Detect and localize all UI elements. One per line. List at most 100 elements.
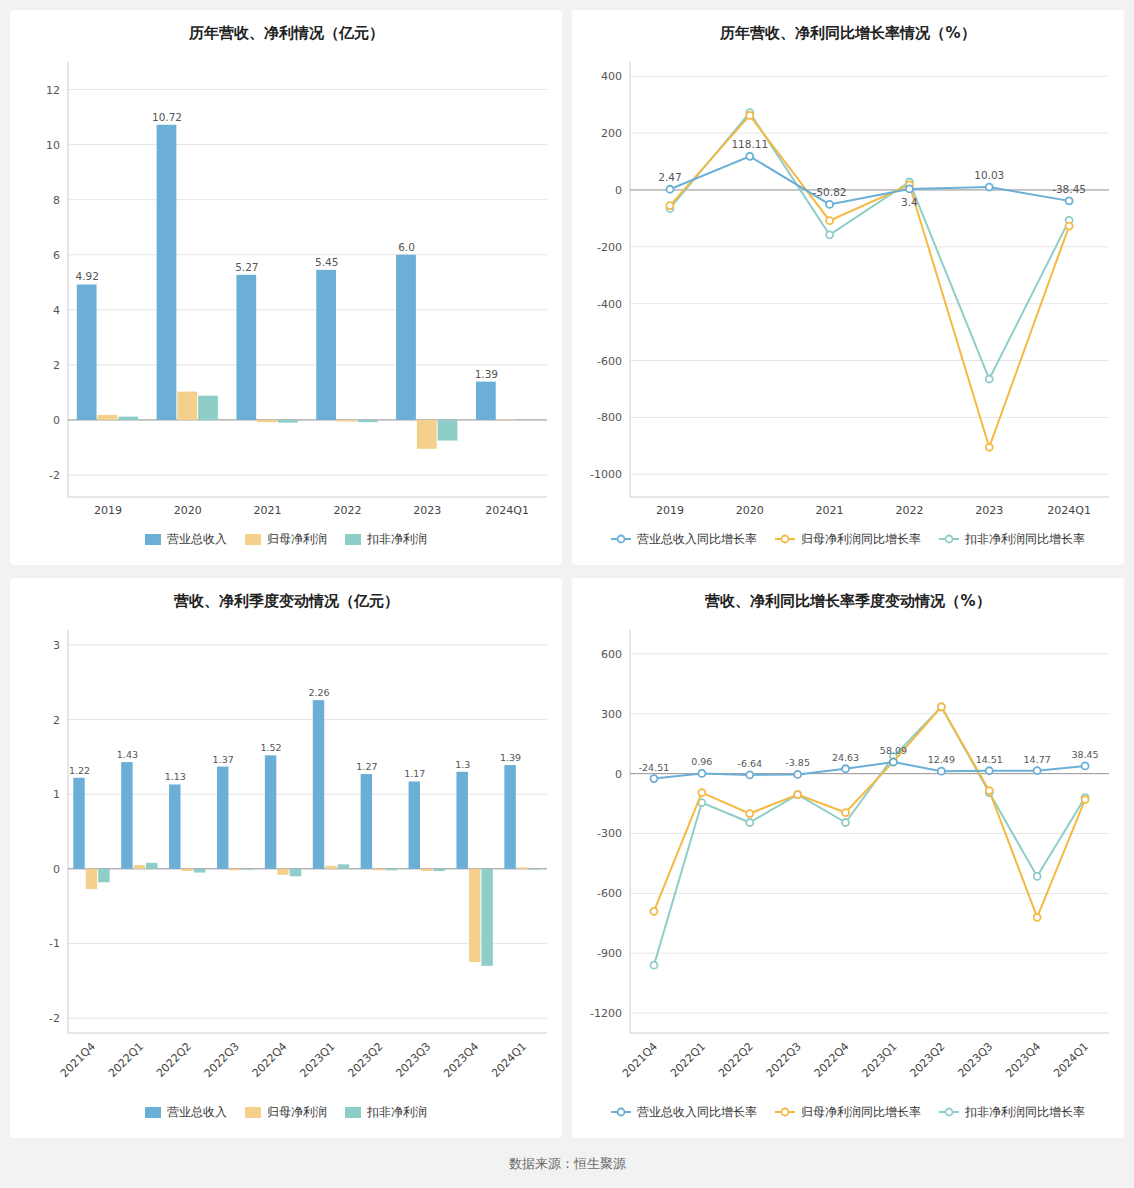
line — [654, 707, 1085, 965]
bar — [134, 865, 145, 869]
y-tick-label: 4 — [53, 304, 60, 317]
legend: 营业总收入同比增长率归母净利润同比增长率扣非净利润同比增长率 — [611, 532, 1085, 546]
x-axis-line — [68, 497, 547, 498]
marker — [826, 217, 833, 224]
marker — [698, 789, 705, 796]
marker — [794, 791, 801, 798]
bar — [98, 869, 109, 882]
marker — [746, 810, 753, 817]
grid-line — [68, 419, 547, 420]
legend-swatch-marker — [782, 536, 789, 543]
grid-line — [68, 474, 547, 475]
bar — [182, 869, 193, 871]
x-tick-label: 2023Q1 — [298, 1040, 338, 1080]
x-tick-label: 2022Q1 — [668, 1040, 708, 1080]
title: 历年营收、净利同比增长率情况（%） — [719, 24, 975, 42]
line — [654, 762, 1085, 778]
x-axis-line — [68, 1033, 547, 1034]
bar — [290, 869, 301, 876]
x-tick-label: 2022Q2 — [716, 1040, 756, 1080]
marker — [650, 908, 657, 915]
data-label: -3.85 — [785, 757, 810, 768]
grid-line — [630, 189, 1109, 190]
legend-label: 归母净利润 — [267, 1105, 327, 1119]
bar — [277, 869, 288, 875]
data-labels: 4.9210.725.275.456.01.39 — [75, 111, 498, 380]
x-tick-label: 2023Q2 — [907, 1040, 947, 1080]
legend-label: 营业总收入 — [167, 532, 227, 546]
grid-line — [68, 1018, 547, 1019]
bar — [504, 765, 515, 869]
marker — [650, 775, 657, 782]
legend-item: 归母净利润 — [245, 532, 327, 546]
x-tick-label: 2024Q1 — [1051, 1040, 1091, 1080]
x-tick-label: 2021Q4 — [58, 1040, 98, 1080]
bar — [198, 396, 218, 420]
x-tick-label: 2023Q1 — [860, 1040, 900, 1080]
legend-item: 归母净利润 — [245, 1105, 327, 1119]
bar — [417, 420, 437, 449]
y-tick-label: 6 — [53, 249, 60, 262]
y-tick-label: 10 — [46, 139, 60, 152]
data-label: 1.17 — [404, 768, 425, 779]
data-label: 1.52 — [261, 742, 282, 753]
grid-line — [68, 364, 547, 365]
data-labels: -24.510.96-6.64-3.8524.6358.0912.4914.51… — [639, 745, 1099, 772]
data-label: -38.45 — [1052, 183, 1086, 195]
title: 营收、净利同比增长率季度变动情况（%） — [704, 592, 990, 610]
legend-label: 扣非净利润 — [366, 1105, 427, 1119]
bar — [278, 420, 298, 423]
x-tick-label: 2024Q1 — [485, 504, 529, 517]
bar — [194, 869, 205, 873]
grid-line — [630, 893, 1109, 894]
marker — [746, 771, 753, 778]
data-labels: 1.221.431.131.371.522.261.271.171.31.39 — [69, 687, 521, 782]
bar — [517, 419, 537, 420]
x-tick-label: 2021Q4 — [620, 1040, 660, 1080]
line — [670, 113, 1069, 379]
bar — [396, 255, 416, 420]
title: 营收、净利季度变动情况（亿元） — [173, 592, 399, 610]
bar — [469, 869, 480, 962]
legend-label: 营业总收入同比增长率 — [637, 1105, 757, 1119]
marker — [842, 819, 849, 826]
bar — [361, 774, 372, 869]
y-tick-label: -800 — [597, 411, 622, 424]
marker — [1082, 796, 1089, 803]
x-tick-label: 2022Q1 — [106, 1040, 146, 1080]
marker — [1034, 914, 1041, 921]
legend-label: 扣非净利润同比增长率 — [964, 1105, 1085, 1119]
data-label: 5.45 — [315, 256, 338, 268]
bar — [98, 415, 118, 420]
legend-swatch-marker — [782, 1109, 789, 1116]
data-label: 14.77 — [1024, 754, 1051, 765]
y-axis-line — [630, 62, 631, 497]
legend-swatch-marker — [946, 1109, 953, 1116]
y-tick-label: 0 — [53, 863, 60, 876]
legend-label: 营业总收入 — [167, 1105, 227, 1119]
marker — [826, 231, 833, 238]
marker — [1066, 197, 1073, 204]
marker — [986, 787, 993, 794]
bar — [373, 869, 384, 870]
bar — [433, 869, 444, 871]
x-tick-label: 2023Q4 — [441, 1040, 481, 1080]
x-tick-label: 2023 — [413, 504, 441, 517]
marker — [746, 153, 753, 160]
marker — [650, 962, 657, 969]
bar — [169, 784, 180, 868]
grid-line — [68, 144, 547, 145]
x-axis-line — [630, 1033, 1109, 1034]
y-tick-label: 600 — [601, 648, 622, 661]
y-tick-label: 3 — [53, 639, 60, 652]
data-label: 0.96 — [691, 756, 712, 767]
legend-item: 归母净利润同比增长率 — [775, 532, 921, 546]
x-tick-label: 2022 — [895, 504, 923, 517]
chart-panel: 历年营收、净利同比增长率情况（%）-1000-800-600-400-20002… — [572, 10, 1124, 565]
bar — [229, 869, 240, 870]
grid-line — [68, 644, 547, 645]
y-tick-label: 1 — [53, 788, 60, 801]
legend-label: 归母净利润 — [267, 532, 327, 546]
y-tick-label: -1000 — [590, 468, 622, 481]
grid-line — [630, 360, 1109, 361]
